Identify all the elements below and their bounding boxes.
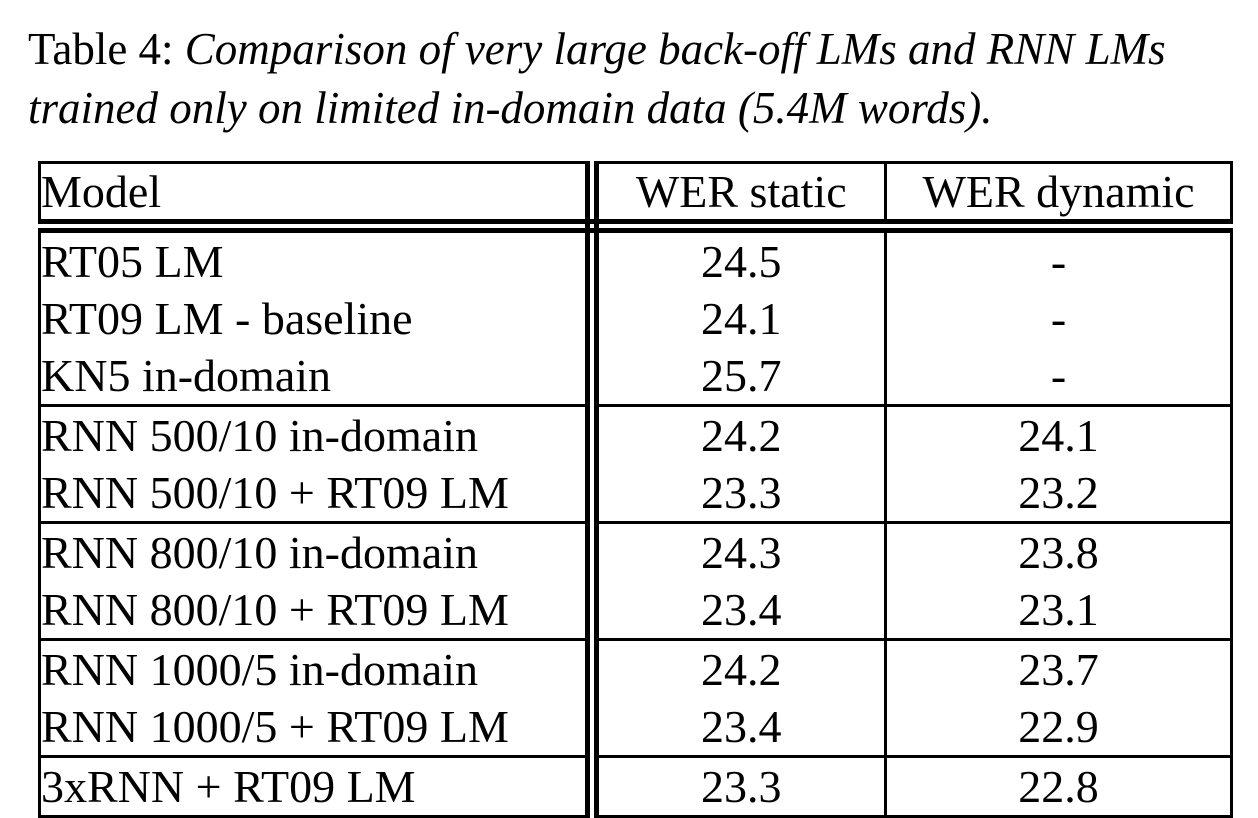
column-header-wer-static: WER static [591,162,887,233]
cell-wer-dynamic: 23.1 [1018,584,1099,635]
column-header-wer-dynamic: WER dynamic [885,162,1232,233]
table-row: RNN 800/10 in-domain 24.3 23.8 [39,522,1232,581]
caption-text-line-2: trained only on limited in-domain data (… [28,83,993,133]
cell-model: RNN 500/10 + RT09 LM [39,464,599,523]
cell-wer-dynamic: - [1050,293,1067,344]
table-caption: Table 4: Comparison of very large back-o… [28,20,1258,138]
cell-wer-dynamic: 22.8 [1018,761,1099,812]
group-rnn-800: RNN 800/10 in-domain 24.3 23.8 RNN 800/1… [39,522,1232,640]
group-rnn-1000: RNN 1000/5 in-domain 24.2 23.7 RNN 1000/… [39,639,1232,757]
cell-wer-static: 24.1 [591,290,887,347]
cell-wer-static: 24.2 [591,639,887,698]
cell-wer-static: 25.7 [591,347,887,406]
cell-wer-static: 23.3 [591,464,887,523]
cell-model: RNN 1000/5 + RT09 LM [39,698,599,757]
cell-wer-dynamic: 24.1 [1018,410,1099,461]
cell-model: 3xRNN + RT09 LM [39,756,599,817]
table-row: RNN 1000/5 + RT09 LM 23.4 22.9 [39,698,1232,757]
group-backoff-lms: RT05 LM 24.5 - RT09 LM - baseline 24.1 -… [39,226,1232,406]
cell-wer-static: 24.5 [591,226,887,290]
cell-wer-dynamic: 22.9 [1018,701,1099,752]
cell-model: RNN 800/10 + RT09 LM [39,581,599,640]
header-row: Model WER static WER dynamic [39,162,1232,233]
cell-wer-dynamic: 23.7 [1018,644,1099,695]
cell-wer-static: 23.4 [591,581,887,640]
cell-model: RT05 LM [39,226,599,290]
table-row: RNN 1000/5 in-domain 24.2 23.7 [39,639,1232,698]
cell-model: RNN 500/10 in-domain [39,405,599,464]
caption-label: Table 4: [28,24,174,74]
cell-wer-dynamic: 23.2 [1018,467,1099,518]
cell-wer-dynamic: - [1050,350,1067,401]
table-header: Model WER static WER dynamic [39,162,1232,233]
cell-wer-dynamic: 23.8 [1018,527,1099,578]
table-row: RNN 500/10 in-domain 24.2 24.1 [39,405,1232,464]
cell-wer-static: 23.3 [591,756,887,817]
cell-model: RT09 LM - baseline [39,290,599,347]
cell-wer-dynamic: - [1050,236,1067,287]
cell-model: RNN 800/10 in-domain [39,522,599,581]
results-table: Model WER static WER dynamic RT05 LM 24.… [38,161,1233,818]
table-row: RT09 LM - baseline 24.1 - [39,290,1232,347]
table-row: RNN 500/10 + RT09 LM 23.3 23.2 [39,464,1232,523]
column-header-model: Model [39,162,599,233]
table-row: KN5 in-domain 25.7 - [39,347,1232,406]
cell-wer-static: 24.3 [591,522,887,581]
group-3xrnn: 3xRNN + RT09 LM 23.3 22.8 [39,756,1232,817]
table-row: 3xRNN + RT09 LM 23.3 22.8 [39,756,1232,817]
cell-model: RNN 1000/5 in-domain [39,639,599,698]
cell-model: KN5 in-domain [39,347,599,406]
cell-wer-static: 24.2 [591,405,887,464]
table-row: RNN 800/10 + RT09 LM 23.4 23.1 [39,581,1232,640]
caption-line-1: Table 4: Comparison of very large back-o… [28,20,1258,79]
group-rnn-500: RNN 500/10 in-domain 24.2 24.1 RNN 500/1… [39,405,1232,523]
table-row: RT05 LM 24.5 - [39,226,1232,290]
caption-text-line-1: Comparison of very large back-off LMs an… [184,24,1166,74]
cell-wer-static: 23.4 [591,698,887,757]
